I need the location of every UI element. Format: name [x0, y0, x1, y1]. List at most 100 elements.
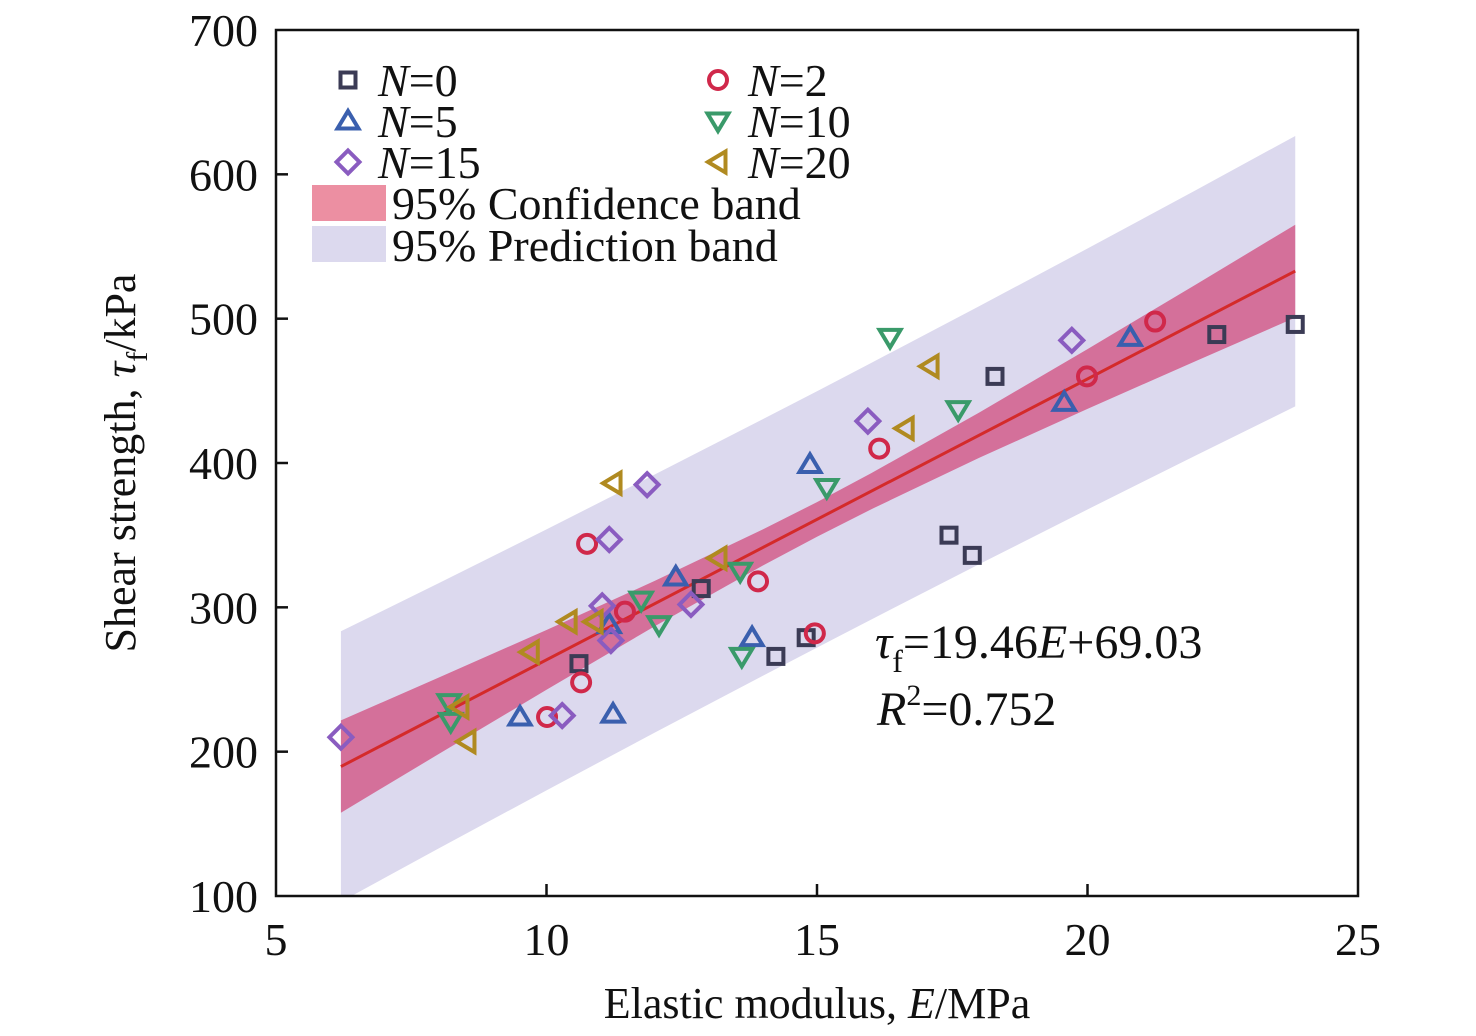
series-N-2	[536, 310, 1167, 729]
y-tick-label: 100	[189, 871, 258, 922]
y-tick-label: 500	[189, 294, 258, 345]
data-point	[891, 414, 915, 443]
y-tick-label: 700	[189, 5, 258, 56]
data-point	[632, 470, 662, 499]
data-point	[747, 570, 770, 593]
legend-item-prediction-band: 95% Prediction band	[312, 220, 778, 271]
legend-marker	[333, 107, 363, 131]
x-tick-label: 25	[1335, 914, 1381, 965]
legend-item-N-15: N=15	[333, 137, 481, 188]
data-point	[446, 692, 470, 721]
data-point	[576, 532, 599, 555]
data-point	[812, 478, 841, 502]
data-point	[962, 545, 982, 565]
legend-label: N=10	[747, 96, 851, 147]
data-point	[704, 544, 728, 573]
legend-item-N-20: N=20	[704, 137, 851, 188]
data-point	[570, 671, 593, 694]
data-point	[627, 590, 656, 615]
data-point	[738, 623, 767, 648]
legend-label: N=5	[377, 96, 458, 147]
data-point	[596, 626, 626, 655]
x-tick-label: 20	[1065, 914, 1111, 965]
legend-label: 95% Prediction band	[392, 220, 778, 271]
data-point	[727, 646, 756, 671]
y-tick-label: 200	[189, 727, 258, 778]
data-point	[569, 654, 589, 674]
data-point	[1057, 325, 1087, 355]
data-point	[505, 703, 535, 727]
data-point	[726, 561, 755, 586]
data-point	[594, 525, 624, 554]
data-point	[985, 366, 1005, 386]
fit-line	[340, 269, 1296, 768]
data-point	[326, 722, 356, 752]
data-point	[944, 400, 973, 424]
data-point	[453, 727, 477, 756]
x-axis-title: Elastic modulus, E/MPa	[604, 979, 1031, 1028]
legend-label: N=2	[747, 55, 828, 106]
legend-marker	[704, 147, 728, 177]
data-point	[644, 615, 674, 639]
legend-label: N=20	[747, 137, 851, 188]
points-layer	[326, 310, 1305, 756]
data-point	[803, 622, 826, 645]
legend-swatch	[312, 226, 386, 262]
series-N-0	[569, 314, 1305, 674]
y-tick-label: 300	[189, 582, 258, 633]
data-point	[939, 525, 959, 545]
data-point	[1285, 314, 1305, 334]
data-point	[766, 646, 786, 666]
x-tick-label: 10	[524, 914, 570, 965]
data-point	[853, 406, 883, 436]
legend-swatch	[312, 185, 386, 221]
data-point	[868, 437, 891, 460]
data-point	[1116, 323, 1145, 347]
data-point	[1144, 310, 1167, 333]
data-point	[436, 711, 465, 736]
data-point	[1207, 325, 1227, 345]
data-point	[547, 701, 577, 730]
data-point	[516, 638, 540, 667]
data-point	[661, 563, 690, 587]
legend-label: 95% Confidence band	[392, 178, 801, 229]
y-tick-label: 400	[189, 438, 258, 489]
data-point	[580, 607, 604, 636]
data-point	[536, 706, 559, 729]
series-N-20	[446, 352, 940, 756]
data-point	[916, 352, 940, 381]
series-N-15	[326, 325, 1087, 752]
legend-marker	[333, 147, 363, 177]
legend-item-N-10: N=10	[703, 96, 851, 147]
legend-marker	[703, 111, 733, 135]
data-point	[876, 327, 905, 352]
y-tick-label: 600	[189, 149, 258, 200]
data-point	[599, 700, 628, 724]
regression-equation: τf=19.46E+69.03	[875, 616, 1202, 679]
x-tick-label: 5	[265, 914, 288, 965]
data-point	[554, 607, 578, 636]
legend-label: N=0	[377, 55, 458, 106]
legend-marker	[338, 70, 358, 90]
legend-item-N-5: N=5	[333, 96, 458, 147]
data-point	[599, 469, 623, 498]
legend-item-confidence-band: 95% Confidence band	[312, 178, 801, 229]
series-N-5	[505, 323, 1145, 727]
y-axis-title: Shear strength, τf/kPa	[96, 274, 154, 653]
legend-item-N-2: N=2	[707, 55, 828, 106]
series-N-10	[435, 327, 973, 736]
legend-item-N-0: N=0	[338, 55, 458, 106]
ticks-layer: 5 10 15 20 25 100 200 300 400 500 600 700	[189, 5, 1381, 965]
x-tick-label: 15	[794, 914, 840, 965]
legend-label: N=15	[377, 137, 481, 188]
data-point	[1050, 388, 1079, 412]
legend-marker	[707, 69, 729, 91]
fit-line-layer	[340, 269, 1296, 768]
data-point	[691, 579, 711, 599]
data-point	[795, 450, 824, 474]
data-point	[1075, 365, 1098, 388]
data-point	[676, 590, 706, 619]
data-point	[613, 600, 636, 623]
